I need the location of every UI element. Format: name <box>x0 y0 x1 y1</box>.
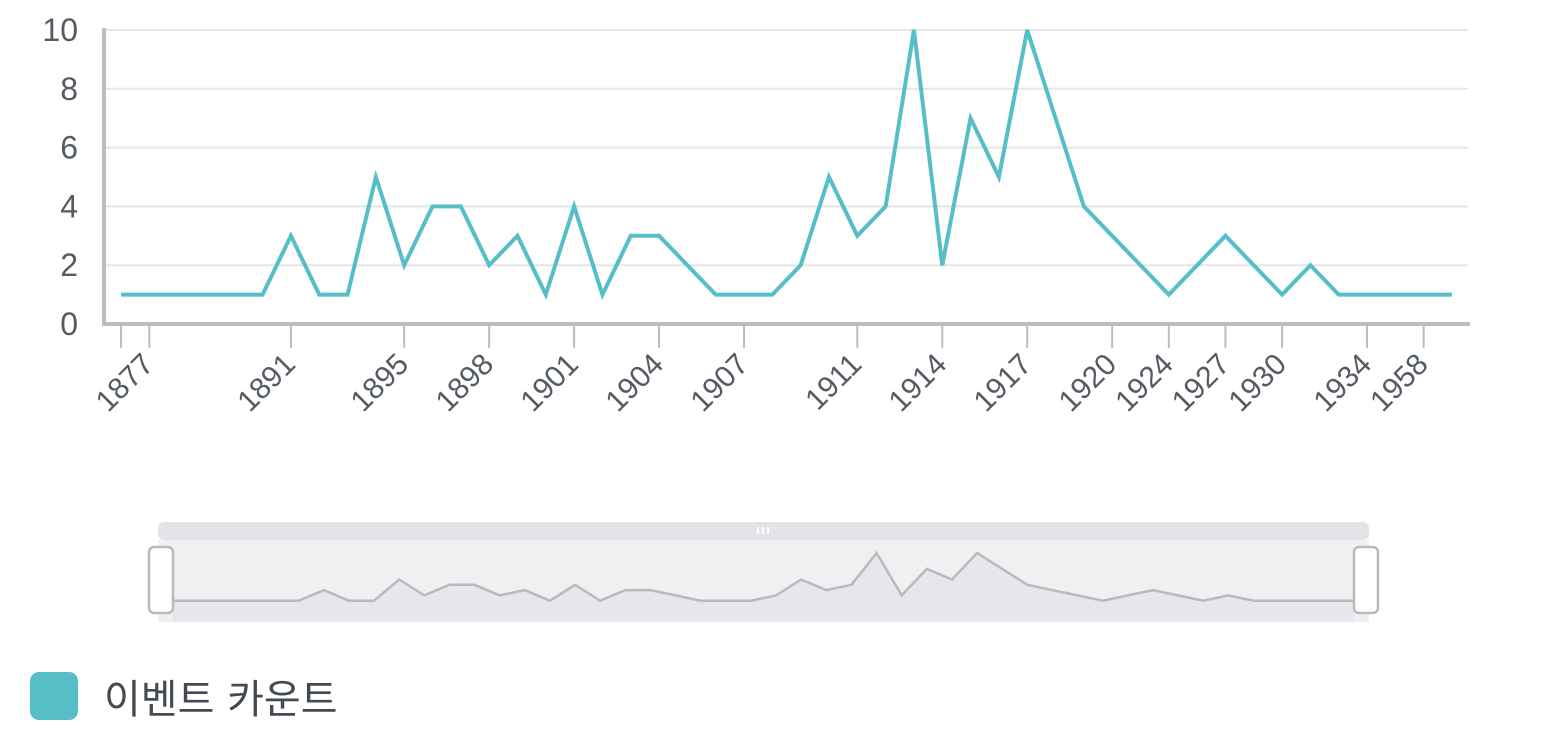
x-tick-label: 1920 <box>1053 348 1124 419</box>
x-tick-label: 1901 <box>515 348 586 419</box>
x-tick-label: 1924 <box>1109 348 1180 419</box>
zoom-handle-right[interactable] <box>1352 545 1380 615</box>
data-zoom-slider[interactable] <box>147 522 1380 622</box>
legend-swatch <box>30 672 78 720</box>
y-tick-label: 6 <box>60 130 78 166</box>
zoom-handle-left[interactable] <box>147 545 175 615</box>
y-tick-label: 4 <box>60 188 78 224</box>
x-tick-label: 1958 <box>1364 348 1435 419</box>
zoom-preview-area <box>173 553 1354 622</box>
x-tick-label: 1934 <box>1307 348 1378 419</box>
x-axis-ticks: 1877 1891 1895 1898 1901 1904 1907 1911 1914 1917… <box>90 324 1435 418</box>
x-tick-label: 1891 <box>231 348 302 419</box>
series-line <box>121 29 1452 300</box>
x-tick-label: 1917 <box>968 348 1039 419</box>
y-tick-label: 10 <box>42 12 78 48</box>
y-tick-label: 8 <box>60 71 78 107</box>
x-tick-label: 1927 <box>1166 348 1237 419</box>
grip-dot <box>767 527 769 534</box>
x-tick-label: 1907 <box>684 348 755 419</box>
axes <box>102 28 1470 326</box>
x-tick-label: 1911 <box>799 348 868 417</box>
zoom-grip-icon <box>757 527 769 534</box>
y-tick-label: 0 <box>60 306 78 342</box>
x-tick-label: 1877 <box>90 348 161 419</box>
x-tick-label: 1898 <box>430 348 501 419</box>
y-axis-tick-labels: 0 2 4 6 8 10 <box>42 12 78 342</box>
grid-lines <box>104 29 1468 267</box>
y-tick-label: 2 <box>60 247 78 283</box>
series-layer <box>121 29 1452 300</box>
x-tick-label: 1914 <box>883 348 954 419</box>
x-tick-label: 1930 <box>1223 348 1294 419</box>
zoom-preview-line <box>173 550 1354 603</box>
grip-dot <box>762 527 764 534</box>
legend-item[interactable]: 이벤트 카운트 <box>30 668 338 724</box>
x-tick-label: 1904 <box>599 348 670 419</box>
x-tick-label: 1895 <box>345 348 416 419</box>
legend-label: 이벤트 카운트 <box>104 677 338 723</box>
grip-dot <box>757 527 759 534</box>
